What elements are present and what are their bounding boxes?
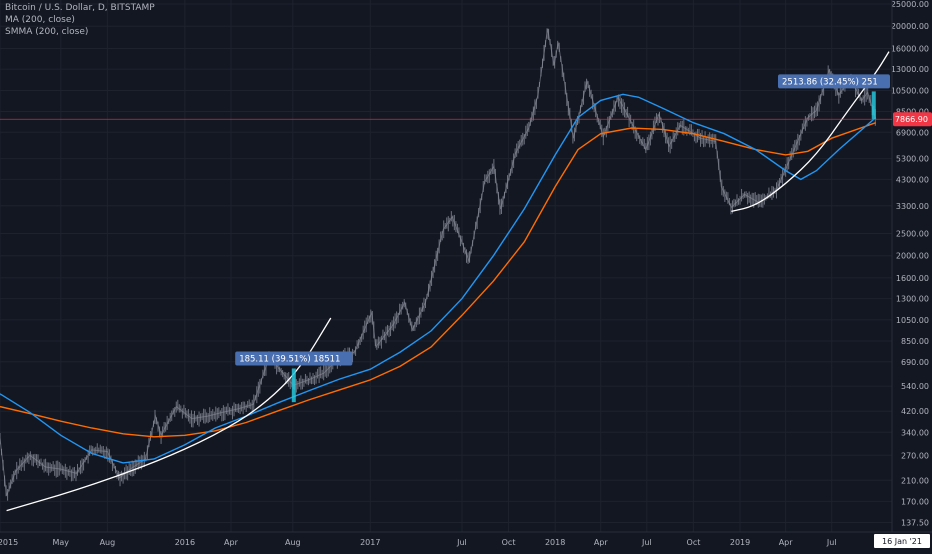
y-tick-label: 2000.00 [896, 252, 929, 261]
x-tick-label: Aug [285, 538, 301, 547]
current-price-badge [893, 112, 932, 127]
x-tick-label: Apr [594, 538, 609, 547]
y-tick-label: 5300.00 [896, 155, 929, 164]
x-tick-label: 2015 [0, 538, 18, 547]
y-tick-label: 540.00 [901, 382, 929, 391]
x-tick-label: Aug [100, 538, 116, 547]
y-tick-label: 20000.00 [891, 22, 929, 31]
y-tick-label: 4300.00 [896, 175, 929, 184]
y-tick-label: 170.00 [901, 497, 929, 506]
trend-curves[interactable] [6, 51, 890, 512]
parabolic-curve[interactable] [731, 51, 890, 213]
x-tick-label: May [53, 538, 70, 547]
x-tick-label: 2019 [730, 538, 750, 547]
date-label: 16 Jan '21 [882, 537, 922, 546]
y-tick-label: 690.00 [901, 358, 929, 367]
x-tick-label: 2017 [360, 538, 380, 547]
smma-legend[interactable]: SMMA (200, close) [5, 27, 89, 37]
x-tick-label: Apr [224, 538, 239, 547]
y-tick-label: 1050.00 [896, 316, 929, 325]
measure-bar[interactable] [291, 368, 296, 403]
y-tick-label: 8500.00 [896, 108, 929, 117]
chart-legend: Bitcoin / U.S. Dollar, D, BITSTAMP MA (2… [5, 2, 155, 38]
smma-line [0, 122, 877, 438]
y-tick-label: 16000.00 [891, 44, 929, 53]
measure-label-bg [778, 74, 890, 89]
ma-legend[interactable]: MA (200, close) [5, 15, 75, 25]
y-tick-label: 2500.00 [896, 229, 929, 238]
y-tick-label: 1300.00 [896, 295, 929, 304]
grid [0, 0, 892, 532]
x-tick-label: Jul [456, 538, 467, 547]
x-tick-label: Jul [826, 538, 837, 547]
x-tick-label: Jul [641, 538, 652, 547]
y-tick-label: 340.00 [901, 428, 929, 437]
current-price-label: 7866.90 [895, 115, 928, 124]
y-tick-label: 270.00 [901, 451, 929, 460]
y-tick-label: 6900.00 [896, 128, 929, 137]
ma-series [0, 93, 877, 464]
y-tick-label: 13000.00 [891, 65, 929, 74]
measure-bar[interactable] [871, 91, 876, 120]
symbol-title[interactable]: Bitcoin / U.S. Dollar, D, BITSTAMP [5, 3, 155, 13]
ma-line [0, 93, 877, 464]
measure-label: 185.11 (39.51%) 18511 [239, 354, 340, 364]
y-tick-label: 25000.00 [891, 0, 929, 9]
x-tick-label: 2018 [545, 538, 565, 547]
x-tick-label: 2016 [175, 538, 195, 547]
y-tick-label: 1600.00 [896, 274, 929, 283]
x-tick-label: Oct [502, 538, 516, 547]
x-tick-label: Apr [779, 538, 794, 547]
x-tick-label: Oct [687, 538, 701, 547]
measure-label-bg [235, 351, 353, 366]
y-tick-label: 420.00 [901, 407, 929, 416]
y-tick-label: 850.00 [901, 337, 929, 346]
measure-label: 2513.86 (32.45%) 251 [782, 77, 878, 87]
date-label-badge [874, 534, 930, 548]
measure-tools[interactable]: 185.11 (39.51%) 18511 2513.86 (32.45%) 25… [235, 74, 890, 403]
price-line [0, 28, 877, 496]
y-tick-label: 210.00 [901, 476, 929, 485]
y-tick-label: 137.50 [901, 519, 929, 528]
y-tick-label: 3300.00 [896, 202, 929, 211]
y-tick-label: 10500.00 [891, 86, 929, 95]
parabolic-curve[interactable] [6, 317, 332, 512]
